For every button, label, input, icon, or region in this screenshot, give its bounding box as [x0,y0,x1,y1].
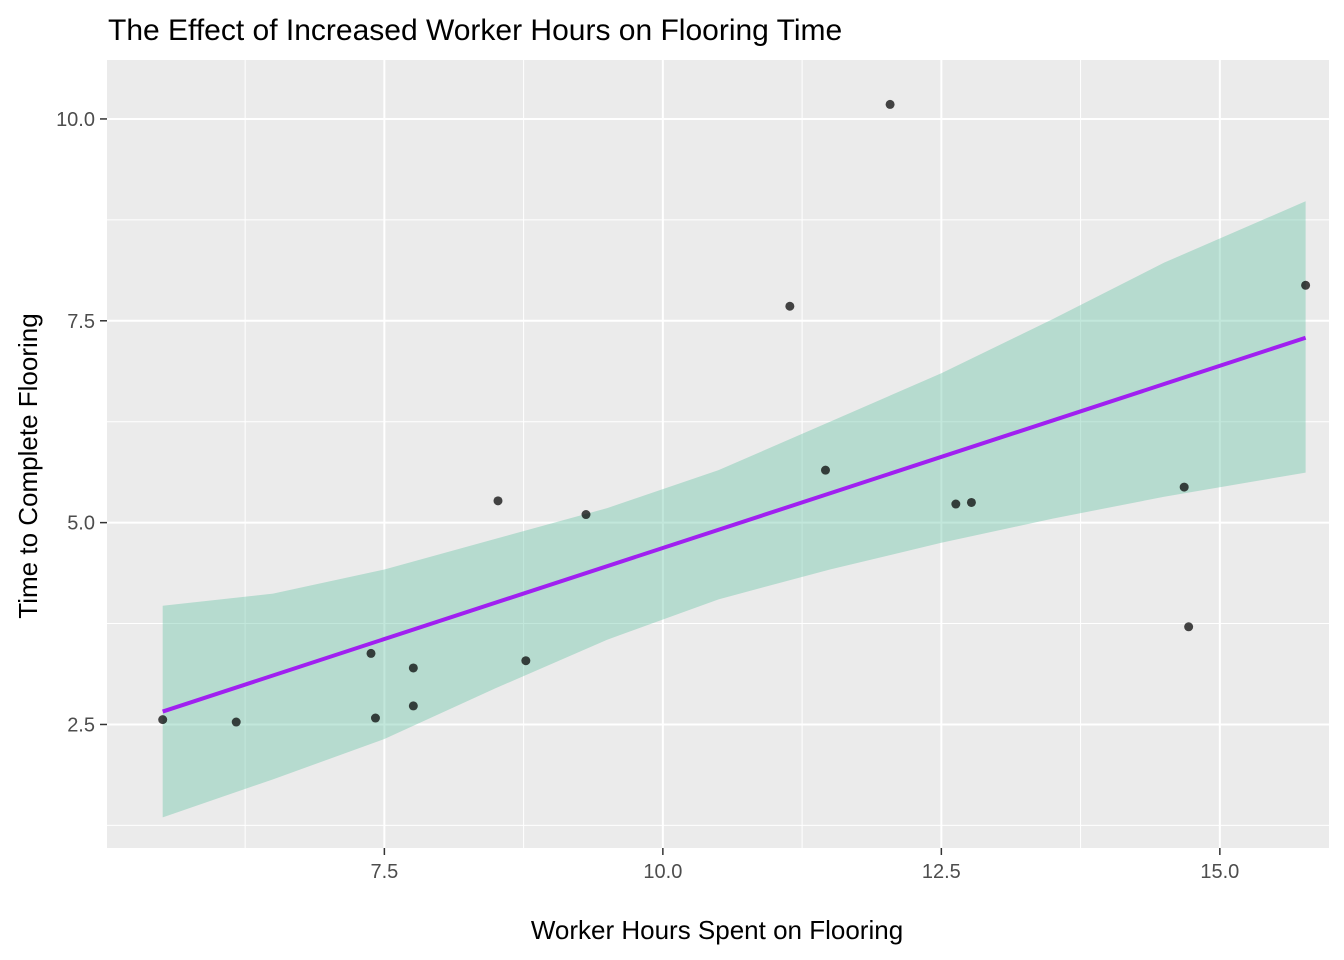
data-point [1184,622,1194,632]
y-tick-label: 7.5 [67,311,95,333]
data-point [966,497,976,507]
y-axis-label: Time to Complete Flooring [13,313,43,618]
data-point [408,663,418,673]
x-axis-label: Worker Hours Spent on Flooring [531,915,903,945]
x-tick-label: 15.0 [1200,861,1239,883]
x-tick-label: 10.0 [643,861,682,883]
x-axis-ticks: 7.5 10.0 12.5 15.0 [370,848,1239,883]
data-point [493,496,503,506]
y-tick-label: 2.5 [67,714,95,736]
y-tick-label: 10.0 [56,109,95,131]
data-point [366,648,376,658]
data-point [820,465,830,475]
data-point [885,99,895,109]
data-point [158,715,168,725]
data-point [1179,482,1189,492]
data-point [521,656,531,666]
plot-panel [107,60,1329,848]
data-point [408,701,418,711]
data-points [158,99,1311,727]
confidence-band [162,201,1306,818]
data-point [951,499,961,509]
x-tick-label: 12.5 [922,861,961,883]
data-point [231,717,241,727]
data-point [370,713,380,723]
data-point [785,301,795,311]
chart-title: The Effect of Increased Worker Hours on … [108,14,842,47]
y-tick-label: 5.0 [67,513,95,535]
minor-gridlines [107,60,1329,848]
plot-panel-background [107,60,1329,848]
data-point [1301,280,1311,290]
y-axis-ticks: 2.5 5.0 7.5 10.0 [56,109,107,736]
x-tick-label: 7.5 [370,861,398,883]
data-point [581,510,591,520]
major-gridlines [107,60,1329,848]
regression-line [162,335,1307,714]
